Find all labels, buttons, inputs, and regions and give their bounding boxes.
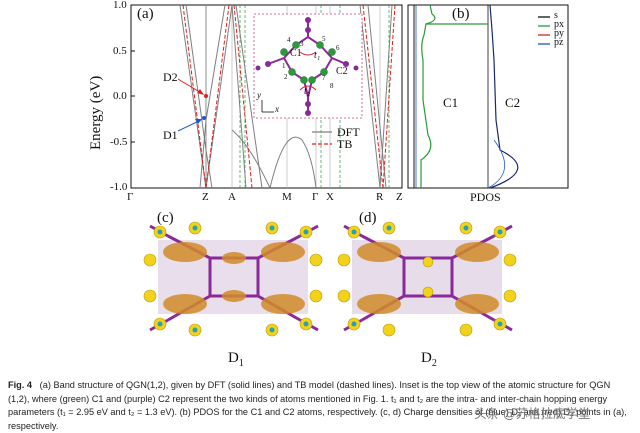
panel-c-label: (c)	[157, 210, 174, 226]
xtick-r: R	[376, 191, 384, 203]
caption-text: (a) Band structure of QGN(1,2), given by…	[8, 380, 627, 431]
panel-b-plot	[407, 4, 569, 189]
panel-b-xlabel: PDOS	[470, 190, 501, 204]
panel-a-label: (a)	[137, 6, 154, 22]
d1-point	[202, 116, 206, 120]
xtick-z-2: Z	[396, 191, 403, 203]
panel-d-sublabel: D2	[421, 350, 437, 369]
watermark: 头条 @苏格拉底学堂	[474, 406, 591, 421]
legend-tb: TB	[337, 137, 353, 151]
legend-pz: pz	[554, 37, 564, 48]
inset-num-3: 3	[300, 40, 304, 48]
inset-t1: t₁	[314, 50, 321, 61]
inset-num-1: 1	[282, 62, 286, 70]
panel-b-label: (b)	[452, 6, 470, 22]
panel-a-plot	[130, 4, 403, 189]
panel-c-image	[143, 221, 323, 337]
xtick-m: M	[282, 191, 292, 203]
ytick-3: 0.0	[113, 90, 127, 102]
d2-point	[204, 94, 208, 98]
ytick-5: -1.0	[110, 181, 128, 193]
panel-b-c2: C2	[505, 95, 521, 110]
xtick-gamma: Γ	[127, 191, 134, 203]
inset-t2: t₂	[304, 86, 311, 97]
inset-num-7: 7	[322, 74, 326, 82]
figure-caption: Fig. 4 (a) Band structure of QGN(1,2), g…	[8, 379, 633, 433]
inset-num-5: 5	[322, 35, 326, 43]
ytick-2: 0.5	[113, 45, 127, 57]
d2-label: D2	[163, 70, 178, 84]
inset-c2: C2	[336, 66, 348, 77]
inset-axis-y: y	[257, 90, 261, 100]
panel-c-sublabel: D1	[228, 350, 244, 369]
inset-num-4: 4	[287, 36, 291, 44]
xtick-a: A	[228, 191, 236, 203]
xtick-x: X	[326, 191, 334, 203]
xtick-gamma-2: Γ	[312, 191, 319, 203]
inset-c1: C1	[290, 48, 302, 59]
ytick-4: -0.5	[110, 136, 128, 148]
panel-d-label: (d)	[359, 210, 377, 226]
legend-dft: DFT	[337, 125, 360, 139]
panel-b-c1: C1	[443, 95, 459, 110]
legend-py: py	[554, 28, 564, 39]
panel-d-image	[337, 221, 517, 337]
legend-px: px	[554, 19, 564, 30]
inset-num-6: 6	[336, 44, 340, 52]
caption-fig-number: Fig. 4	[8, 380, 32, 390]
inset-num-8: 8	[330, 82, 334, 90]
legend-s: s	[554, 10, 558, 21]
ytick-1: 1.0	[113, 0, 127, 11]
xtick-z: Z	[202, 191, 209, 203]
y-axis-label: Energy (eV)	[88, 75, 104, 150]
d1-label: D1	[163, 128, 178, 142]
figure	[130, 4, 569, 337]
inset-num-2: 2	[284, 73, 288, 81]
inset-axis-x: x	[275, 104, 279, 114]
